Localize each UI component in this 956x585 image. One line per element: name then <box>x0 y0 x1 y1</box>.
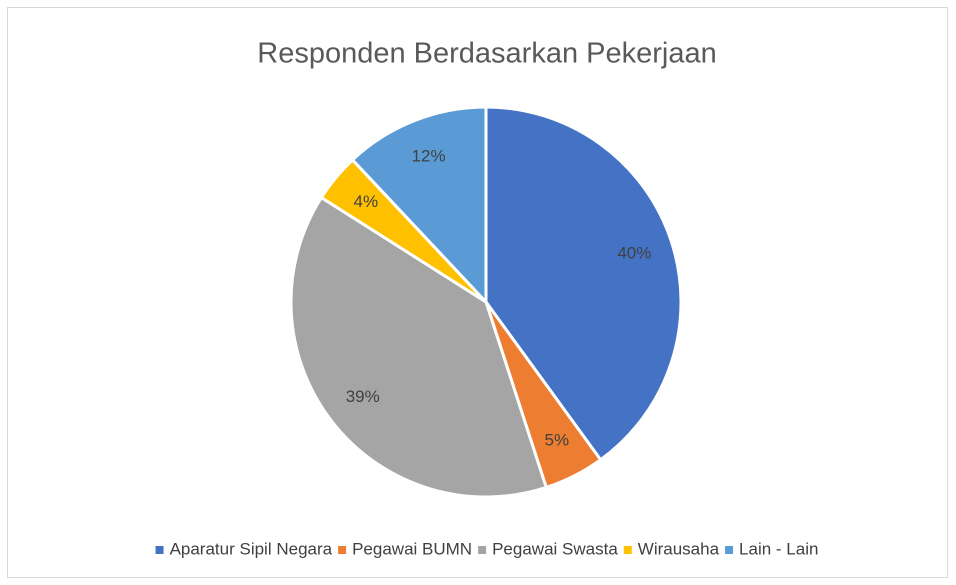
data-label: 4% <box>354 192 379 211</box>
data-label: 12% <box>412 146 446 165</box>
legend-key <box>623 546 632 554</box>
legend-key <box>478 546 487 554</box>
pie-slice <box>350 105 488 306</box>
pie-slice <box>289 195 549 499</box>
pie-slice <box>484 105 683 462</box>
chart-title: Responden Berdasarkan Pekerjaan <box>257 38 716 70</box>
legend-label: Lain - Lain <box>739 539 818 558</box>
data-label: 40% <box>617 243 651 262</box>
legend-key <box>338 546 347 554</box>
legend-label: Pegawai BUMN <box>352 539 472 558</box>
legend-key <box>725 546 734 554</box>
legend-key <box>155 546 164 554</box>
data-label: 5% <box>545 430 570 449</box>
legend-label: Aparatur Sipil Negara <box>170 539 333 558</box>
legend-label: Wirausaha <box>638 539 720 558</box>
legend-label: Pegawai Swasta <box>492 539 618 558</box>
data-label: 39% <box>346 387 380 406</box>
